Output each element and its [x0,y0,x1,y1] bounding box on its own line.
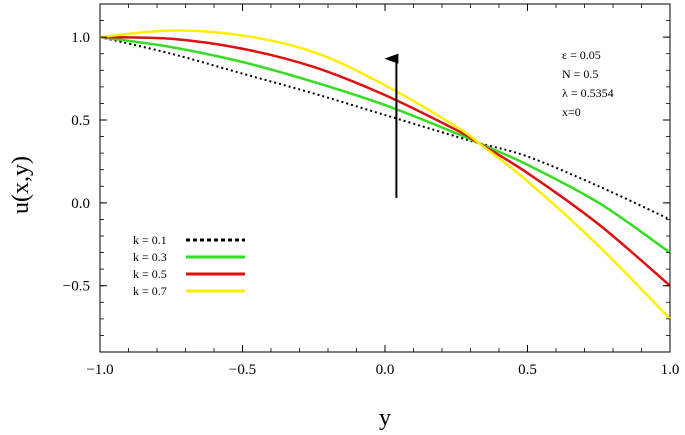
series-line-0 [99,36,671,221]
x-axis-label: y [379,405,391,431]
parameter-label: x=0 [562,105,581,119]
y-axis-label: u(x,y) [8,156,34,214]
legend-label: k = 0.7 [133,284,167,298]
legend: k = 0.1 k = 0.3 k = 0.5 k = 0.7 [133,233,245,298]
x-tick-label: −1.0 [86,362,113,378]
parameter-label: N = 0.5 [562,67,598,81]
legend-label: k = 0.1 [133,233,167,247]
series-line-1 [99,35,671,254]
legend-label: k = 0.3 [133,250,167,264]
parameter-block: ε = 0.05 N = 0.5 λ = 0.5354 x=0 [562,48,614,119]
x-tick-label: 0.0 [376,362,395,378]
legend-label: k = 0.5 [133,267,167,281]
y-tick-label: 0.5 [71,113,90,129]
x-tick-label: 1.0 [661,362,680,378]
y-tick-label: 0.0 [71,196,90,212]
series-line-3 [99,29,671,320]
x-tick-label: 0.5 [518,362,537,378]
parameter-label: λ = 0.5354 [562,86,614,100]
parameter-label: ε = 0.05 [562,48,601,62]
x-tick-label: −0.5 [229,362,256,378]
labels-layer: y u(x,y) [8,156,391,431]
series-line-2 [99,35,671,287]
y-tick-label: −0.5 [63,279,90,295]
ticks-layer: −1.0 −0.5 0.0 0.5 1.0 −0.5 0.0 0.5 1.0 [63,4,680,378]
series-layer [99,29,671,320]
y-tick-label: 1.0 [71,30,90,46]
